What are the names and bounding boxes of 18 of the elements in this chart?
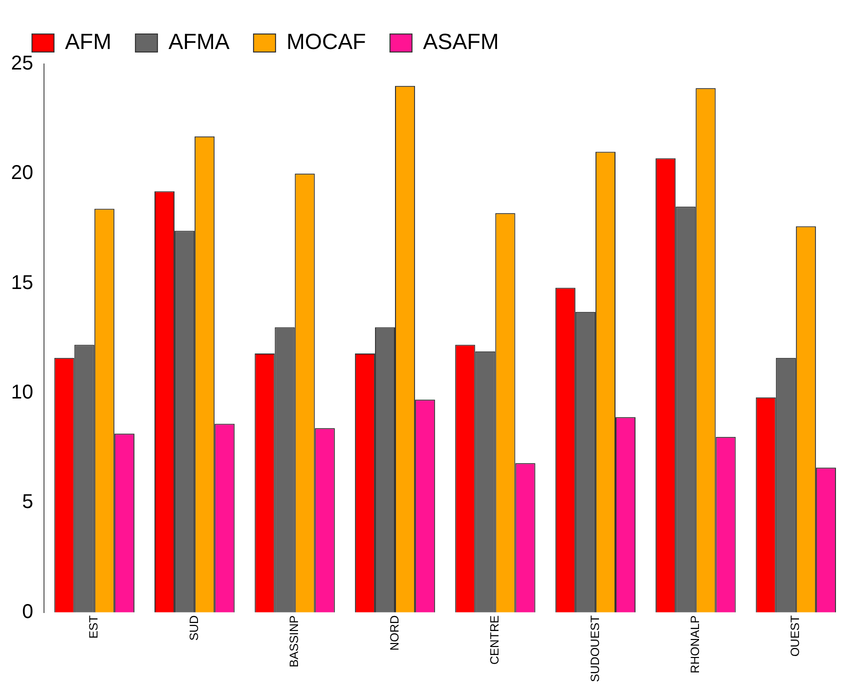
legend-label: ASAFM (422, 29, 499, 54)
y-tick-label: 10 (10, 382, 34, 404)
x-tick-label: CENTRE (488, 615, 502, 665)
y-tick-label: 5 (22, 491, 34, 514)
y-tick-label: 20 (10, 162, 34, 184)
x-tick-label: EST (86, 614, 101, 639)
y-tick-label: 15 (10, 272, 34, 294)
legend-label: AFMA (168, 29, 230, 54)
y-tick-label: 0 (22, 600, 34, 623)
legend-label: MOCAF (286, 29, 366, 54)
x-tick-label: OUEST (788, 614, 802, 657)
x-tick-label: NORD (387, 615, 402, 651)
x-tick-label: SUD (186, 615, 201, 641)
x-tick-label: BASSINP (287, 615, 302, 668)
x-tick-label: SUDOUEST (588, 614, 602, 682)
y-tick-label: 25 (10, 52, 34, 75)
legend-label: AFM (65, 29, 112, 54)
x-tick-label: RHONALP (688, 615, 702, 674)
